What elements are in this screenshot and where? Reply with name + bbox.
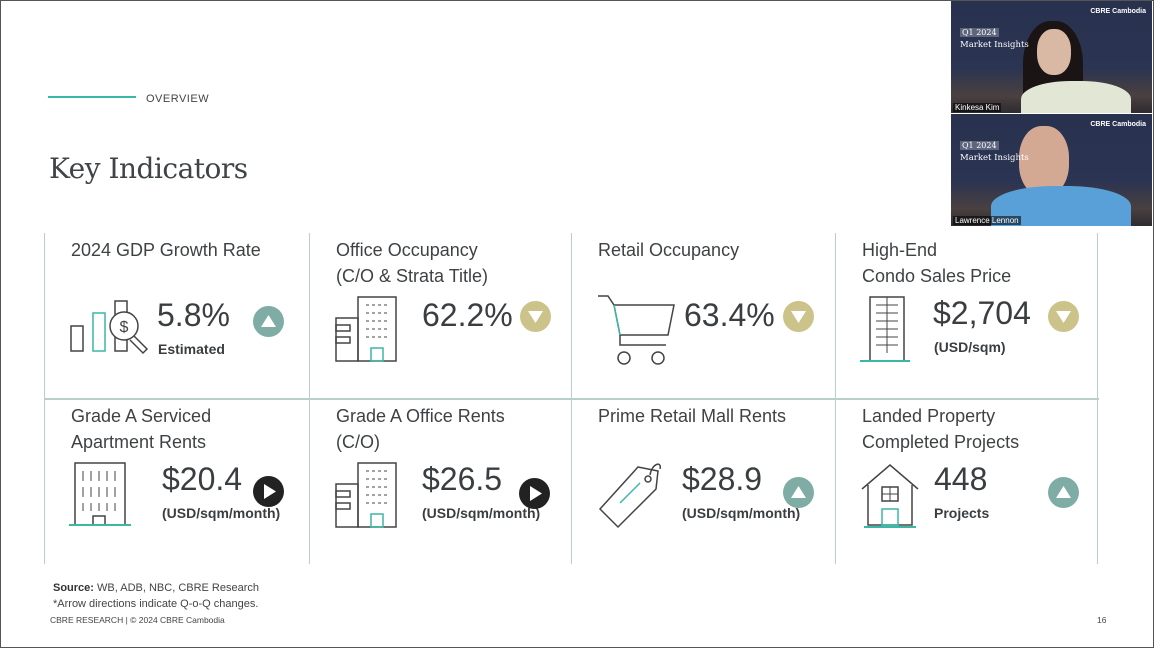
label-line-1: High-End xyxy=(862,240,938,260)
section-accent-line xyxy=(48,96,136,98)
indicator-value: $2,704 xyxy=(933,295,1031,331)
indicator-card: Office Occupancy (C/O & Strata Title) 62.… xyxy=(309,233,571,398)
indicator-value: $20.4 xyxy=(162,461,243,497)
arrow-right-icon xyxy=(519,478,550,509)
label-line-1: 2024 GDP Growth Rate xyxy=(71,240,261,260)
label-line-1: Retail Occupancy xyxy=(598,240,740,260)
indicator-label: Grade A Office Rents (C/O) xyxy=(336,403,505,455)
row-divider xyxy=(44,398,1099,400)
participant-face xyxy=(1019,126,1069,196)
indicator-card: Grade A Serviced Apartment Rents $20.4 (U… xyxy=(44,399,309,564)
apartment-building-icon xyxy=(69,459,134,534)
participant-body xyxy=(1021,81,1131,113)
label-line-2: Completed Projects xyxy=(862,432,1020,452)
indicator-value: 63.4% xyxy=(684,297,775,333)
indicator-unit: Estimated xyxy=(158,341,225,357)
indicator-label: Landed Property Completed Projects xyxy=(862,403,1019,455)
page-number: 16 xyxy=(1097,615,1107,625)
section-label: OVERVIEW xyxy=(146,93,210,105)
source-label: Source: xyxy=(53,582,94,594)
copyright: CBRE RESEARCH | © 2024 CBRE Cambodia xyxy=(50,615,225,625)
shopping-cart-icon xyxy=(596,293,681,373)
indicator-label: 2024 GDP Growth Rate xyxy=(71,237,261,263)
indicator-card: Grade A Office Rents (C/O) $26.5 (USD/sqm… xyxy=(309,399,571,564)
label-line-1: Grade A Serviced xyxy=(71,406,212,426)
participant-name: Kinkesa Kim xyxy=(953,103,1002,112)
indicator-label: Prime Retail Mall Rents xyxy=(598,403,786,429)
arrow-right-icon xyxy=(253,476,284,507)
indicator-label: Retail Occupancy xyxy=(598,237,739,263)
arrow-note: *Arrow directions indicate Q-o-Q changes… xyxy=(53,598,259,610)
indicator-label: Grade A Serviced Apartment Rents xyxy=(71,403,211,455)
indicator-value: 62.2% xyxy=(422,297,513,333)
indicator-card: Landed Property Completed Projects 448 Pr… xyxy=(835,399,1098,564)
indicator-unit: (USD/sqm/month) xyxy=(162,505,281,521)
page-title: Key Indicators xyxy=(49,152,248,185)
arrow-up-icon xyxy=(783,477,814,508)
arrow-up-icon xyxy=(253,306,284,337)
source-text: WB, ADB, NBC, CBRE Research xyxy=(93,582,260,594)
indicator-unit: Projects xyxy=(934,505,990,521)
label-line-1: Office Occupancy xyxy=(336,240,478,260)
price-tag-icon xyxy=(596,459,666,539)
svg-text:$: $ xyxy=(120,319,129,336)
indicator-card: 2024 GDP Growth Rate $ 5.8% Estimated xyxy=(44,233,309,398)
label-line-2: Condo Sales Price xyxy=(862,266,1012,286)
brand-logo: CBRE Cambodia xyxy=(1090,8,1146,15)
arrow-down-icon xyxy=(1048,301,1079,332)
arrow-down-icon xyxy=(520,301,551,332)
label-line-2: (C/O & Strata Title) xyxy=(336,266,489,286)
source-note: Source: WB, ADB, NBC, CBRE Research xyxy=(53,582,259,594)
indicator-value: 448 xyxy=(934,461,988,497)
series-label: Market Insights xyxy=(960,40,1029,50)
indicator-grid: 2024 GDP Growth Rate $ 5.8% Estimated Of… xyxy=(44,233,1099,564)
office-building-icon xyxy=(334,293,404,368)
arrow-down-icon xyxy=(783,301,814,332)
office-building-icon xyxy=(334,459,404,534)
indicator-value: $26.5 xyxy=(422,461,503,497)
indicator-unit: (USD/sqm) xyxy=(934,339,1006,355)
label-line-1: Grade A Office Rents xyxy=(336,406,505,426)
label-line-2: (C/O) xyxy=(336,432,380,452)
indicator-card: Prime Retail Mall Rents $28.9 (USD/sqm/m… xyxy=(571,399,835,564)
indicator-label: High-End Condo Sales Price xyxy=(862,237,1011,289)
indicator-card: High-End Condo Sales Price $2,704 (USD/sq… xyxy=(835,233,1098,398)
label-line-1: Prime Retail Mall Rents xyxy=(598,406,787,426)
label-line-1: Landed Property xyxy=(862,406,996,426)
indicator-unit: (USD/sqm/month) xyxy=(682,505,801,521)
participant-name: Lawrence Lennon xyxy=(953,216,1021,225)
series-label: Market Insights xyxy=(960,153,1029,163)
condo-tower-icon xyxy=(860,293,920,368)
brand-logo: CBRE Cambodia xyxy=(1090,121,1146,128)
indicator-label: Office Occupancy (C/O & Strata Title) xyxy=(336,237,488,289)
video-tile-lawrence[interactable]: CBRE Cambodia Q1 2024 Market Insights La… xyxy=(951,114,1152,226)
arrow-up-icon xyxy=(1048,477,1079,508)
participant-face xyxy=(1037,29,1071,75)
indicator-value: 5.8% xyxy=(157,297,230,333)
indicator-value: $28.9 xyxy=(682,461,763,497)
indicator-card: Retail Occupancy 63.4% xyxy=(571,233,835,398)
video-tile-kinkesa[interactable]: CBRE Cambodia Q1 2024 Market Insights Ki… xyxy=(951,1,1152,113)
house-icon xyxy=(860,459,925,536)
chart-dollar-magnifier-icon: $ xyxy=(69,293,154,363)
indicator-unit: (USD/sqm/month) xyxy=(422,505,541,521)
quarter-label: Q1 2024 xyxy=(960,28,999,37)
label-line-2: Apartment Rents xyxy=(71,432,207,452)
quarter-label: Q1 2024 xyxy=(960,141,999,150)
